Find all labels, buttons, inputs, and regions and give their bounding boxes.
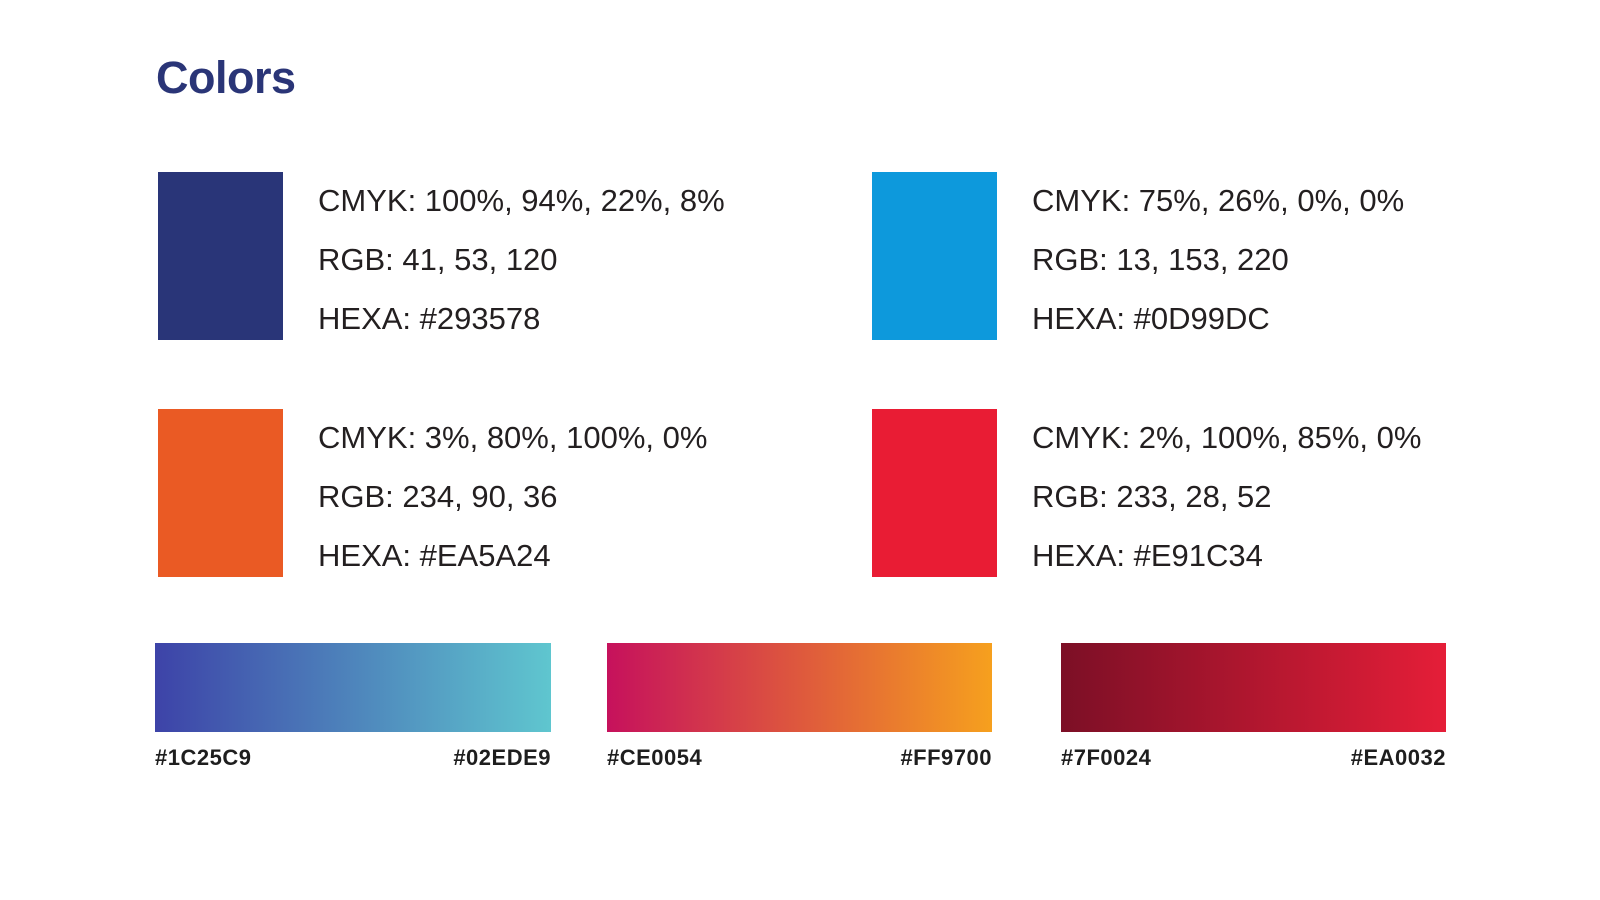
cmyk-value: CMYK: 2%, 100%, 85%, 0% [1032,420,1422,455]
gradient-labels: #1C25C9 #02EDE9 [155,745,551,771]
gradient-labels: #7F0024 #EA0032 [1061,745,1446,771]
color-info-orange: CMYK: 3%, 80%, 100%, 0% RGB: 234, 90, 36… [318,420,707,574]
hexa-value: HEXA: #293578 [318,301,541,336]
color-card-navy: CMYK: 100%, 94%, 22%, 8% RGB: 41, 53, 12… [158,172,778,340]
gradient-bar-blue-cyan [155,643,551,732]
gradient-group-magenta-orange: #CE0054 #FF9700 [607,643,992,771]
color-card-orange: CMYK: 3%, 80%, 100%, 0% RGB: 234, 90, 36… [158,409,778,577]
color-swatch-red [872,409,997,577]
gradient-group-maroon-red: #7F0024 #EA0032 [1061,643,1446,771]
hexa-value: HEXA: #0D99DC [1032,301,1270,336]
color-swatch-navy [158,172,283,340]
color-card-red: CMYK: 2%, 100%, 85%, 0% RGB: 233, 28, 52… [872,409,1492,577]
gradient-bar-maroon-red [1061,643,1446,732]
gradient-group-blue-cyan: #1C25C9 #02EDE9 [155,643,551,771]
color-info-blue: CMYK: 75%, 26%, 0%, 0% RGB: 13, 153, 220… [1032,183,1404,337]
gradient-end-label: #FF9700 [900,745,992,770]
color-swatch-orange [158,409,283,577]
cmyk-value: CMYK: 3%, 80%, 100%, 0% [318,420,708,455]
gradient-start-label: #1C25C9 [155,745,252,770]
gradient-labels: #CE0054 #FF9700 [607,745,992,771]
gradient-start-label: #CE0054 [607,745,703,770]
gradient-start-label: #7F0024 [1061,745,1152,770]
rgb-value: RGB: 41, 53, 120 [318,242,558,277]
cmyk-value: CMYK: 100%, 94%, 22%, 8% [318,183,725,218]
gradient-bar-magenta-orange [607,643,992,732]
color-card-blue: CMYK: 75%, 26%, 0%, 0% RGB: 13, 153, 220… [872,172,1492,340]
color-swatch-blue [872,172,997,340]
color-info-red: CMYK: 2%, 100%, 85%, 0% RGB: 233, 28, 52… [1032,420,1421,574]
color-info-navy: CMYK: 100%, 94%, 22%, 8% RGB: 41, 53, 12… [318,183,725,337]
gradient-end-label: #EA0032 [1350,745,1446,770]
hexa-value: HEXA: #E91C34 [1032,538,1263,573]
gradient-end-label: #02EDE9 [453,745,551,770]
cmyk-value: CMYK: 75%, 26%, 0%, 0% [1032,183,1405,218]
rgb-value: RGB: 13, 153, 220 [1032,242,1289,277]
rgb-value: RGB: 234, 90, 36 [318,479,558,514]
hexa-value: HEXA: #EA5A24 [318,538,551,573]
page-title: Colors [156,52,296,103]
rgb-value: RGB: 233, 28, 52 [1032,479,1272,514]
